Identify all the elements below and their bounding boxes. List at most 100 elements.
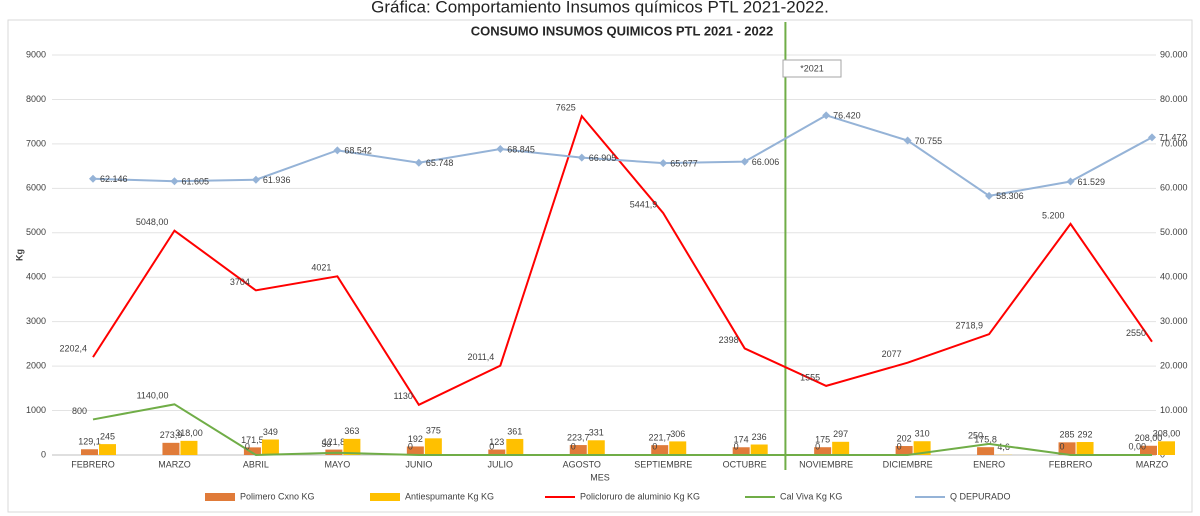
- marker: [740, 157, 749, 166]
- data-label: 2011,4: [467, 352, 494, 362]
- y-tick-label: 2000: [26, 360, 46, 370]
- y-tick-label: 3000: [26, 316, 46, 326]
- y2-tick-label: 50.000: [1160, 227, 1188, 237]
- data-label: 175: [815, 435, 830, 445]
- y-tick-label: 0: [41, 449, 46, 459]
- data-label: 58.306: [996, 191, 1024, 201]
- x-tick-label: SEPTIEMBRE: [634, 459, 692, 469]
- marker: [333, 146, 342, 155]
- data-label: 121,8: [323, 437, 346, 447]
- data-label: 0: [815, 441, 820, 451]
- bar: [895, 446, 913, 455]
- data-label: 223,7: [567, 432, 590, 442]
- y2-tick-label: 70.000: [1160, 138, 1188, 148]
- bar: [1140, 445, 1157, 455]
- data-label: 250: [968, 430, 983, 440]
- x-tick-label: NOVIEMBRE: [799, 459, 853, 469]
- chart-title: CONSUMO INSUMOS QUIMICOS PTL 2021 - 2022: [471, 23, 773, 38]
- y2-tick-label: 30.000: [1160, 316, 1188, 326]
- marker: [251, 175, 260, 184]
- data-label: 0: [571, 441, 576, 451]
- data-label: 273,9: [160, 430, 183, 440]
- bar: [1158, 441, 1175, 455]
- bar: [569, 445, 587, 455]
- x-tick-label: ABRIL: [243, 459, 269, 469]
- x-tick-label: JUNIO: [405, 459, 432, 469]
- bar: [424, 438, 442, 455]
- x-tick-label: MAYO: [324, 459, 350, 469]
- data-label: 129,1: [78, 437, 101, 447]
- data-label: 0: [245, 441, 250, 451]
- data-label: 2202,4: [59, 343, 87, 353]
- line: [92, 114, 1153, 407]
- annotation: *2021: [800, 63, 824, 73]
- data-label: 65.677: [670, 158, 698, 168]
- bar: [406, 446, 424, 455]
- data-label: 1140,00: [137, 391, 169, 401]
- data-label: 174: [734, 435, 749, 445]
- caption: Gráfica: Comportamiento Insumos químicos…: [371, 0, 829, 16]
- data-label: 202: [897, 433, 912, 443]
- data-label: 4021: [311, 263, 331, 273]
- data-label: 285: [1060, 430, 1075, 440]
- bar: [162, 442, 180, 455]
- y2-tick-label: 60.000: [1160, 183, 1188, 193]
- data-label: 61.605: [181, 177, 209, 187]
- bar: [261, 439, 279, 455]
- marker: [1148, 133, 1156, 142]
- data-label: 3704: [230, 277, 250, 287]
- data-label: 0,00: [1128, 441, 1146, 451]
- x-tick-label: AGOSTO: [563, 459, 601, 469]
- data-label: 2077: [882, 349, 902, 359]
- data-label: 1130: [393, 391, 412, 401]
- marker: [170, 177, 179, 186]
- marker: [1066, 177, 1075, 186]
- bar: [651, 445, 669, 455]
- bar: [1076, 442, 1094, 455]
- bar: [669, 441, 687, 455]
- bar: [506, 438, 524, 455]
- x-tick-label: MARZO: [158, 459, 191, 469]
- data-label: 66.006: [752, 157, 780, 167]
- data-label: 62.146: [100, 174, 128, 184]
- x-tick-label: FEBRERO: [71, 459, 115, 469]
- y2-tick-label: 40.000: [1160, 272, 1188, 282]
- annotation-box: [782, 59, 842, 78]
- marker: [985, 191, 994, 200]
- data-label: 66.905: [589, 153, 617, 163]
- data-label: 50: [321, 439, 331, 449]
- data-label: 297: [833, 429, 848, 439]
- data-label: 65.748: [426, 158, 454, 168]
- y-axis-title: Kg: [14, 249, 24, 261]
- bar: [343, 438, 361, 455]
- y2-tick-label: 90.000: [1160, 49, 1188, 59]
- data-label: 2550: [1126, 328, 1146, 338]
- x-tick-label: DICIEMBRE: [883, 459, 933, 469]
- marker: [414, 158, 423, 167]
- x-tick-label: MARZO: [1136, 459, 1169, 469]
- bar: [750, 444, 768, 455]
- data-label: 308,00: [1153, 429, 1181, 439]
- x-tick-label: ENERO: [973, 459, 1005, 469]
- legend-label: Cal Viva Kg KG: [780, 491, 842, 501]
- data-label: 1555: [800, 372, 820, 382]
- y-tick-label: 7000: [26, 138, 46, 148]
- bar: [732, 447, 750, 455]
- legend-swatch: [205, 493, 235, 501]
- data-label: 349: [263, 427, 278, 437]
- data-label: 68.845: [507, 144, 535, 154]
- bar: [587, 440, 605, 455]
- data-label: 175,8: [974, 435, 997, 445]
- data-label: 2718,9: [956, 321, 984, 331]
- x-tick-label: JULIO: [488, 459, 514, 469]
- y-tick-label: 1000: [26, 405, 46, 415]
- line: [92, 403, 1152, 457]
- data-label: 0: [734, 441, 739, 451]
- legend-swatch: [370, 493, 400, 501]
- data-label: 5.200: [1042, 210, 1065, 220]
- bar: [1058, 442, 1076, 455]
- bar: [81, 449, 98, 455]
- data-label: 123: [489, 437, 504, 447]
- data-label: 310: [915, 429, 930, 439]
